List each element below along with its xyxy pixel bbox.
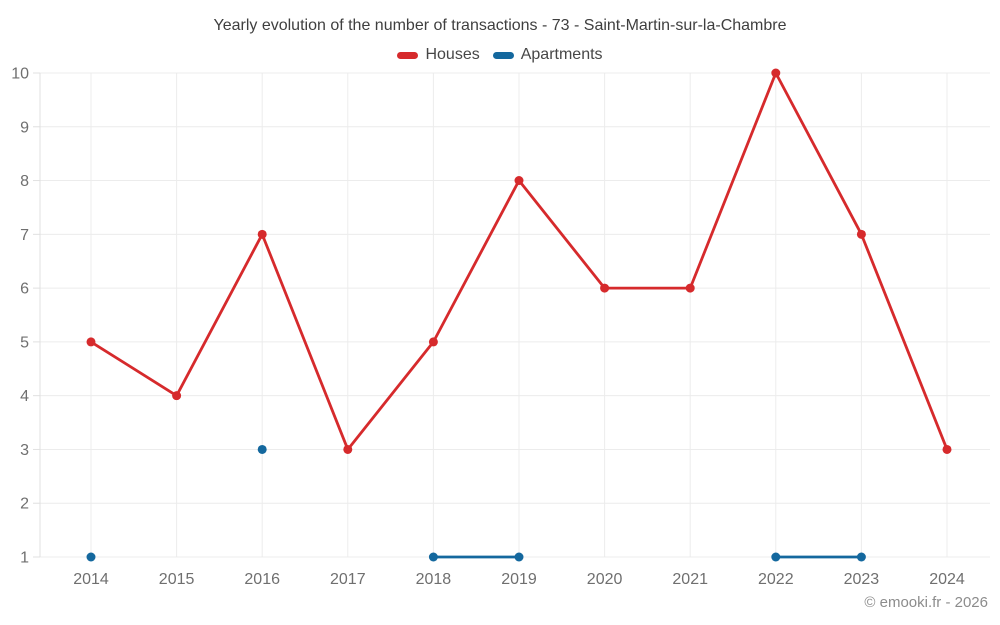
x-tick-label: 2021 [672,571,708,588]
y-tick-label: 4 [20,388,29,405]
copyright: © emooki.fr - 2026 [864,594,988,611]
apartments-point-2019[interactable] [514,552,524,562]
y-tick-label: 9 [20,119,29,136]
houses-point-2017[interactable] [343,444,353,454]
apartments-point-2014[interactable] [86,552,96,562]
y-tick-label: 6 [20,281,29,298]
y-tick-label: 5 [20,334,29,351]
apartments-point-2023[interactable] [856,552,866,562]
x-tick-label: 2019 [501,571,537,588]
houses-point-2018[interactable] [428,337,438,347]
chart-title: Yearly evolution of the number of transa… [213,17,787,34]
legend-label-apartments: Apartments [520,46,603,63]
x-tick-label: 2018 [416,571,452,588]
houses-point-2024[interactable] [942,444,952,454]
apartments-point-2016[interactable] [257,444,267,454]
y-tick-label: 7 [20,227,29,244]
x-tick-label: 2017 [330,571,366,588]
houses-swatch-icon [397,51,419,59]
legend-label-houses: Houses [425,46,480,63]
y-tick-label: 8 [20,173,29,190]
houses-point-2022[interactable] [771,68,781,78]
houses-point-2020[interactable] [600,283,610,293]
apartments-swatch-icon [492,51,514,59]
legend-item-houses[interactable]: Houses [397,46,480,64]
x-tick-label: 2015 [159,571,195,588]
x-tick-label: 2022 [758,571,794,588]
houses-point-2014[interactable] [86,337,96,347]
x-tick-label: 2023 [844,571,880,588]
houses-line-segment [517,179,606,290]
y-tick-label: 2 [20,496,29,513]
houses-line-segment [260,232,350,451]
x-tick-label: 2014 [73,571,109,588]
y-tick-label: 10 [11,66,29,83]
houses-point-2016[interactable] [257,229,267,239]
houses-point-2021[interactable] [685,283,695,293]
apartments-point-2022[interactable] [771,552,781,562]
houses-line-segment [346,340,435,451]
x-tick-label: 2024 [929,571,965,588]
y-tick-label: 3 [20,442,29,459]
legend-item-apartments[interactable]: Apartments [492,46,603,64]
x-tick-label: 2020 [587,571,623,588]
houses-point-2015[interactable] [172,391,182,401]
houses-line-segment [89,340,179,398]
houses-point-2023[interactable] [856,229,866,239]
houses-line-segment [175,232,264,398]
houses-line-segment [688,71,778,290]
houses-line-segment [431,179,521,344]
houses-line-segment [774,71,863,236]
legend: Houses Apartments [0,46,1000,64]
x-tick-label: 2016 [244,571,280,588]
apartments-point-2018[interactable] [428,552,438,562]
houses-point-2019[interactable] [514,176,524,186]
houses-line-segment [860,232,949,451]
y-tick-label: 1 [20,550,29,567]
